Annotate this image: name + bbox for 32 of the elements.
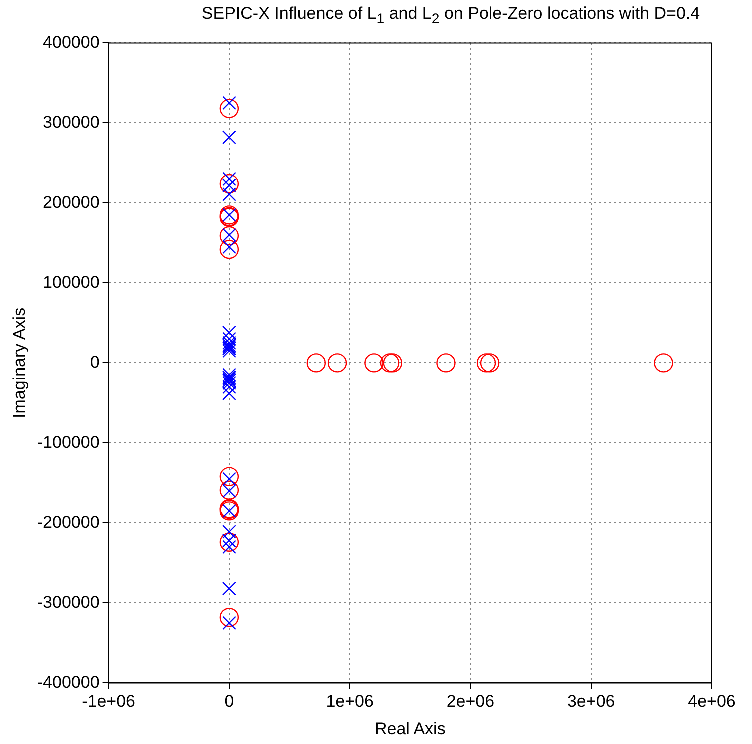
point [328, 354, 348, 373]
point [380, 354, 400, 373]
point [654, 354, 674, 373]
point [436, 354, 456, 373]
y-tick-label: -100000 [37, 432, 100, 452]
y-tick-label: 300000 [43, 112, 100, 132]
y-tick-label: -400000 [37, 672, 100, 692]
y-tick-label: -200000 [37, 512, 100, 532]
point [364, 354, 384, 373]
point [222, 582, 236, 596]
y-tick-label: 400000 [43, 32, 100, 52]
y-tick-label: 100000 [43, 272, 100, 292]
point [480, 354, 500, 373]
x-tick-label: 0 [224, 692, 234, 712]
point [220, 99, 240, 118]
x-tick-label: 4e+06 [688, 692, 736, 712]
point [476, 354, 496, 373]
point [220, 532, 240, 552]
y-tick-label: 0 [90, 352, 100, 372]
point [220, 608, 240, 628]
y-tick-label: 200000 [43, 192, 100, 212]
x-tick-label: -1e+06 [82, 692, 136, 712]
x-tick-label: 1e+06 [326, 692, 374, 712]
y-tick-label: -300000 [37, 592, 100, 612]
y-axis-title: Imaginary Axis [10, 308, 29, 418]
point [383, 354, 402, 373]
point [222, 130, 236, 145]
chart-title: SEPIC-X Influence of L$_{1}$ and L$_{2}$ on Pole-Zero locations with D=0.4 [200, 3, 702, 30]
point [306, 354, 326, 373]
x-axis-title: Real Axis [374, 719, 446, 738]
x-tick-label: 3e+06 [567, 692, 616, 712]
x-tick-label: 2e+06 [446, 692, 495, 712]
